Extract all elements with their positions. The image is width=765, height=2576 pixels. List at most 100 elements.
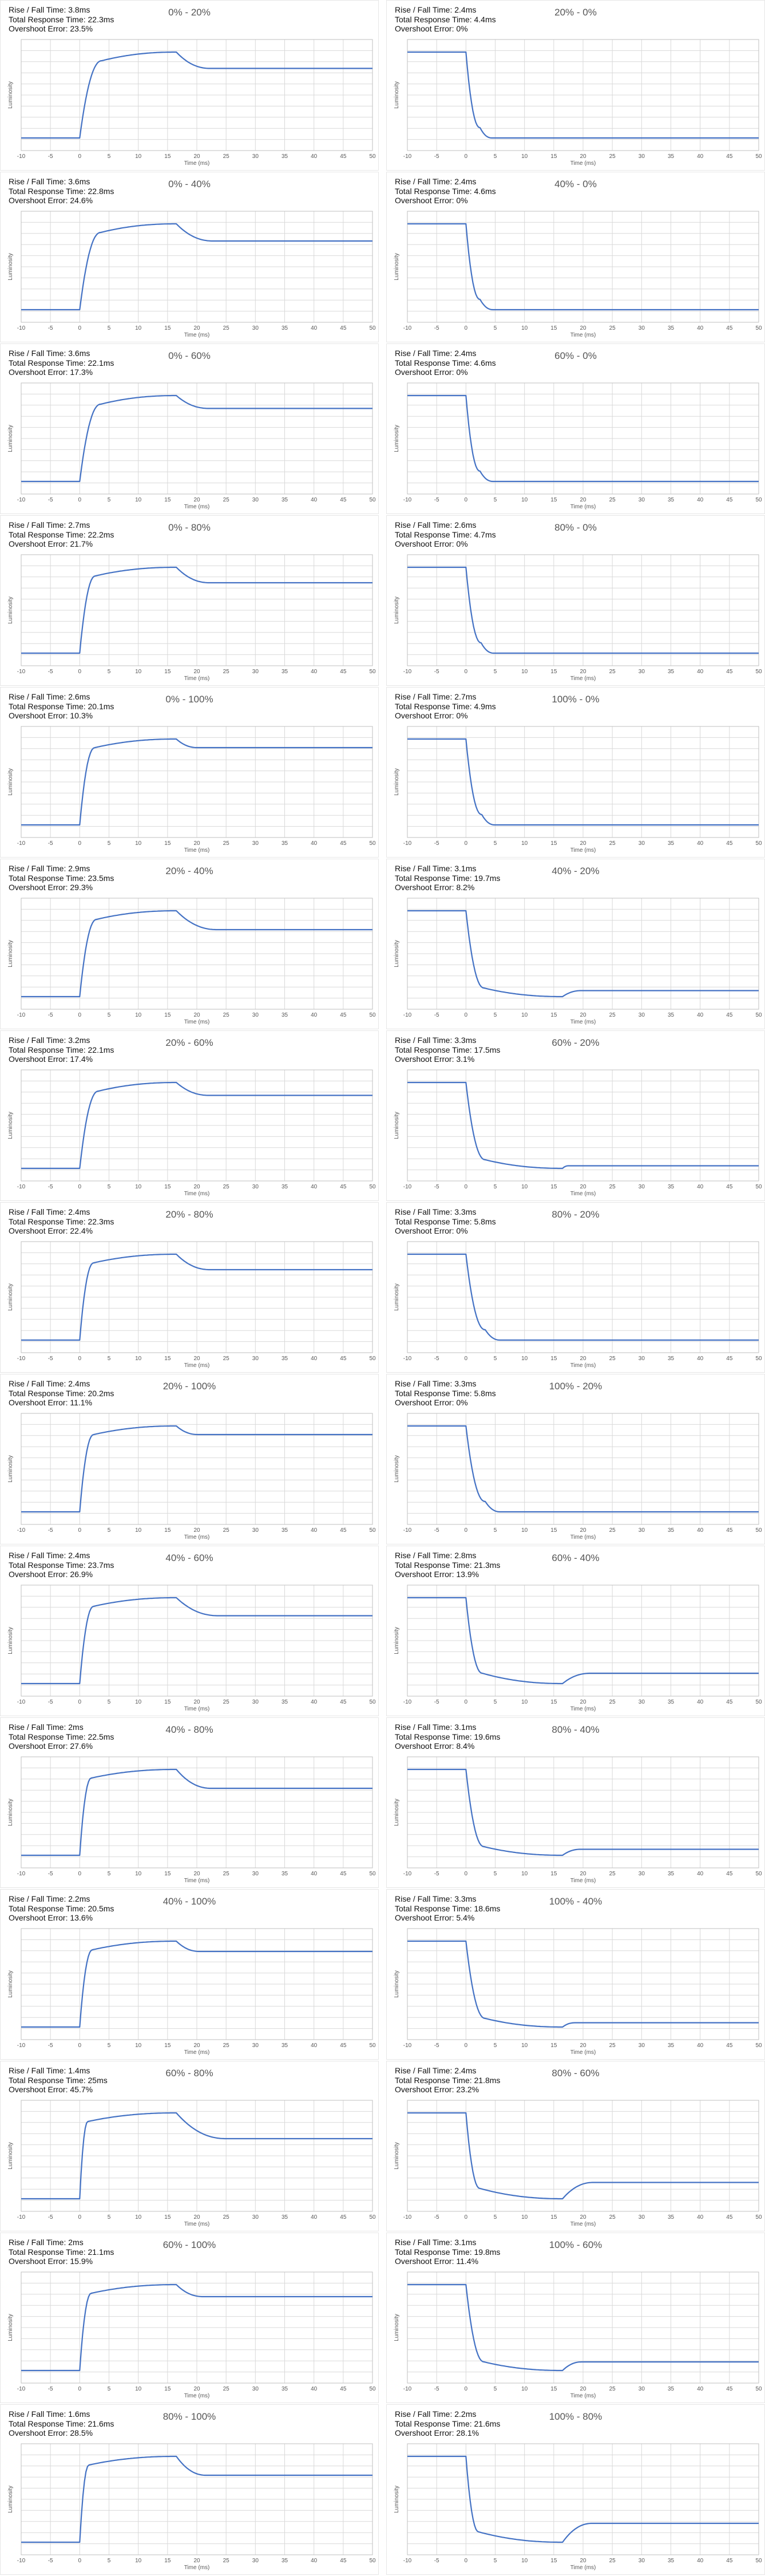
x-tick-label: -5 bbox=[48, 325, 53, 331]
stat-rise-fall: Rise / Fall Time: 2.8ms bbox=[395, 1551, 477, 1560]
x-tick-label: 25 bbox=[223, 497, 230, 503]
stat-total: Total Response Time: 19.7ms bbox=[395, 873, 501, 883]
stats-block: Rise / Fall Time: 3.3ms Total Response Ti… bbox=[395, 1036, 500, 1064]
x-axis-label: Time (ms) bbox=[570, 847, 596, 854]
x-axis-label: Time (ms) bbox=[184, 2393, 210, 2399]
x-axis-label: Time (ms) bbox=[184, 847, 210, 854]
stat-rise-fall: Rise / Fall Time: 1.4ms bbox=[9, 2066, 90, 2075]
x-tick-label: 35 bbox=[668, 2214, 675, 2221]
stat-rise-fall: Rise / Fall Time: 2.9ms bbox=[9, 864, 90, 873]
x-tick-label: 20 bbox=[193, 2386, 200, 2392]
x-tick-label: 35 bbox=[282, 1012, 288, 1018]
x-tick-label: 20 bbox=[580, 840, 586, 847]
luminosity-series-line bbox=[407, 223, 759, 311]
x-tick-label: 10 bbox=[521, 2558, 528, 2564]
luminosity-series-line bbox=[21, 2283, 372, 2372]
x-tick-label: -5 bbox=[434, 497, 439, 503]
response-chart-panel: Rise / Fall Time: 3.1ms Total Response Ti… bbox=[386, 859, 765, 1029]
x-tick-label: 5 bbox=[108, 669, 111, 675]
stat-total: Total Response Time: 23.7ms bbox=[9, 1560, 114, 1570]
chart-plot: -10 -5 0 5 10 15 20 25 30 35 40 45 50 Time (ms) Lumino… bbox=[7, 1928, 376, 2056]
chart-title: 80% - 0% bbox=[554, 522, 597, 533]
stat-rise-fall: Rise / Fall Time: 2.2ms bbox=[395, 2409, 477, 2419]
x-tick-label: 35 bbox=[282, 497, 288, 503]
chart-plot: -10 -5 0 5 10 15 20 25 30 35 40 45 50 Time (ms) Lumino… bbox=[7, 2443, 376, 2571]
x-tick-label: 10 bbox=[135, 1871, 142, 1877]
x-tick-label: 25 bbox=[609, 840, 616, 847]
stat-overshoot: Overshoot Error: 0% bbox=[395, 368, 468, 377]
x-tick-label: 50 bbox=[755, 2386, 762, 2392]
x-tick-label: 25 bbox=[223, 1699, 230, 1705]
stat-rise-fall: Rise / Fall Time: 3.3ms bbox=[395, 1379, 477, 1388]
chart-plot: -10 -5 0 5 10 15 20 25 30 35 40 45 50 Time (ms) Lumino… bbox=[7, 1413, 376, 1540]
luminosity-series-line bbox=[407, 910, 759, 998]
stat-rise-fall: Rise / Fall Time: 3.3ms bbox=[395, 1036, 477, 1045]
stat-overshoot: Overshoot Error: 28.1% bbox=[395, 2428, 479, 2437]
plot-area bbox=[407, 1069, 759, 1182]
chart-title: 40% - 0% bbox=[554, 179, 597, 189]
x-tick-label: 20 bbox=[193, 1184, 200, 1190]
x-tick-label: 20 bbox=[193, 669, 200, 675]
chart-plot: -10 -5 0 5 10 15 20 25 30 35 40 45 50 Time (ms) Lumino… bbox=[394, 2443, 762, 2571]
stat-overshoot: Overshoot Error: 24.6% bbox=[9, 196, 93, 205]
stat-total: Total Response Time: 21.1ms bbox=[9, 2247, 114, 2257]
x-tick-label: 25 bbox=[609, 1356, 616, 1362]
stats-block: Rise / Fall Time: 2.2ms Total Response Ti… bbox=[395, 2409, 500, 2438]
chart-plot: -10 -5 0 5 10 15 20 25 30 35 40 45 50 Time (ms) Lumino… bbox=[394, 1413, 762, 1540]
plot-area bbox=[21, 382, 373, 495]
chart-plot: -10 -5 0 5 10 15 20 25 30 35 40 45 50 Time (ms) Lumino… bbox=[7, 726, 376, 854]
x-tick-label: 45 bbox=[726, 840, 733, 847]
x-tick-label: 5 bbox=[494, 1699, 497, 1705]
x-tick-label: 35 bbox=[282, 1871, 288, 1877]
stat-total: Total Response Time: 4.6ms bbox=[395, 186, 496, 196]
stat-total: Total Response Time: 17.5ms bbox=[395, 1045, 501, 1054]
stats-block: Rise / Fall Time: 2.4ms Total Response Ti… bbox=[9, 1551, 114, 1579]
x-tick-label: 35 bbox=[668, 497, 675, 503]
x-tick-label: 40 bbox=[697, 1699, 704, 1705]
x-tick-label: 45 bbox=[726, 1527, 733, 1534]
x-tick-label: 25 bbox=[223, 840, 230, 847]
x-tick-label: 10 bbox=[521, 1184, 528, 1190]
x-tick-label: 0 bbox=[465, 1184, 468, 1190]
stat-total: Total Response Time: 23.5ms bbox=[9, 873, 114, 883]
x-tick-label: 5 bbox=[494, 1871, 497, 1877]
x-tick-label: 15 bbox=[164, 2386, 171, 2392]
x-tick-label: 35 bbox=[668, 1527, 675, 1534]
x-tick-label: 10 bbox=[135, 325, 142, 331]
x-tick-label: 50 bbox=[755, 669, 762, 675]
x-tick-label: 10 bbox=[521, 1527, 528, 1534]
x-tick-label: 0 bbox=[78, 1699, 82, 1705]
x-tick-label: 15 bbox=[550, 2558, 557, 2564]
x-tick-label: 5 bbox=[494, 1356, 497, 1362]
x-tick-label: 40 bbox=[311, 497, 318, 503]
plot-area bbox=[21, 1413, 373, 1525]
response-chart-panel: Rise / Fall Time: 3.8ms Total Response Ti… bbox=[0, 0, 379, 171]
plot-area bbox=[407, 211, 759, 323]
x-tick-label: 50 bbox=[755, 2214, 762, 2221]
x-tick-label: 30 bbox=[639, 669, 645, 675]
x-tick-label: -5 bbox=[434, 2214, 439, 2221]
x-tick-label: 35 bbox=[668, 840, 675, 847]
stat-overshoot: Overshoot Error: 0% bbox=[395, 711, 468, 720]
x-tick-label: 0 bbox=[465, 2214, 468, 2221]
response-chart-panel: Rise / Fall Time: 2.6ms Total Response Ti… bbox=[386, 515, 765, 686]
y-axis-label: Luminosity bbox=[7, 1283, 14, 1311]
x-tick-label: 35 bbox=[668, 2042, 675, 2049]
x-axis-label: Time (ms) bbox=[184, 1878, 210, 1884]
chart-title: 80% - 40% bbox=[552, 1724, 600, 1735]
chart-plot: -10 -5 0 5 10 15 20 25 30 35 40 45 50 Time (ms) Lumino… bbox=[394, 726, 762, 854]
x-tick-label: 40 bbox=[311, 1699, 318, 1705]
x-tick-label: 20 bbox=[193, 497, 200, 503]
x-tick-label: 45 bbox=[340, 840, 347, 847]
x-tick-label: 0 bbox=[465, 2042, 468, 2049]
x-tick-label: 15 bbox=[164, 2042, 171, 2049]
x-tick-label: 25 bbox=[609, 1871, 616, 1877]
x-tick-label: 25 bbox=[223, 2214, 230, 2221]
x-tick-label: -5 bbox=[48, 1184, 53, 1190]
x-tick-label: 45 bbox=[726, 1699, 733, 1705]
stats-block: Rise / Fall Time: 3.1ms Total Response Ti… bbox=[395, 1722, 500, 1751]
x-axis-label: Time (ms) bbox=[184, 160, 210, 167]
x-tick-label: 35 bbox=[282, 2386, 288, 2392]
x-tick-label: -5 bbox=[434, 1527, 439, 1534]
stat-overshoot: Overshoot Error: 28.5% bbox=[9, 2428, 93, 2437]
